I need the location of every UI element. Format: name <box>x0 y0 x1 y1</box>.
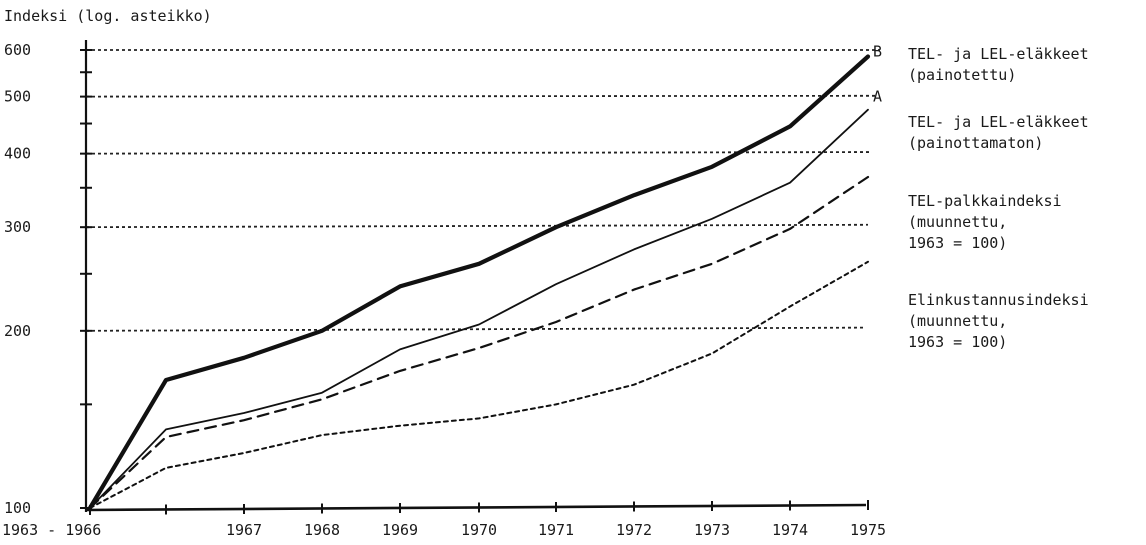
x-tick-label-8: 1974 <box>772 521 808 539</box>
gridline-500 <box>85 94 877 98</box>
series-line-2 <box>89 108 869 509</box>
series-lines <box>87 54 871 511</box>
axis-text: 100 200 300 400 500 600 1963 - 1966 1967 1968 196… <box>2 7 886 539</box>
legend-entry-4-line-3: 1963 = 100) <box>908 333 1008 351</box>
y-tick-label-100: 100 <box>4 499 31 517</box>
x-tick-label-7: 1973 <box>694 521 730 539</box>
series-end-label-B: B <box>873 42 882 60</box>
x-tick-label-9: 1975 <box>850 521 886 539</box>
gridline-200 <box>85 326 867 332</box>
series-line-4 <box>89 260 869 509</box>
x-tick-label-3: 1969 <box>382 521 418 539</box>
x-axis-line <box>85 503 867 512</box>
x-tick-label-4: 1970 <box>461 521 497 539</box>
x-tick-label-2: 1968 <box>304 521 340 539</box>
y-axis-title: Indeksi (log. asteikko) <box>4 7 212 25</box>
gridline-300 <box>85 223 869 229</box>
x-tick-label-0: 1963 - 1966 <box>2 521 101 539</box>
y-tick-label-500: 500 <box>4 88 31 106</box>
legend-entry-3-line-2: (muunnettu, <box>908 213 1008 231</box>
legend-entry-1-line-2: (painotettu) <box>908 66 1017 84</box>
gridline-400 <box>85 151 873 155</box>
legend-entry-3-line-1: TEL-palkkaindeksi <box>908 192 1062 210</box>
legend-entry-4-line-1: Elinkustannusindeksi <box>908 291 1089 309</box>
legend-entry-4: Elinkustannusindeksi (muunnettu, 1963 = … <box>908 290 1089 353</box>
series-line-1 <box>87 54 871 511</box>
x-tick-label-5: 1971 <box>538 521 574 539</box>
x-tick-label-6: 1972 <box>616 521 652 539</box>
legend-entry-1-line-1: TEL- ja LEL-eläkkeet <box>908 45 1089 63</box>
y-tick-label-400: 400 <box>4 145 31 163</box>
legend-entry-1: TEL- ja LEL-eläkkeet (painotettu) <box>908 44 1089 86</box>
series-line-3 <box>88 175 870 510</box>
legend-entry-2: TEL- ja LEL-eläkkeet (painottamaton) <box>908 112 1089 154</box>
y-tick-label-600: 600 <box>4 41 31 59</box>
axes <box>80 40 869 515</box>
legend-entry-4-line-2: (muunnettu, <box>908 312 1008 330</box>
legend-entry-3-line-3: 1963 = 100) <box>908 234 1008 252</box>
legend-entry-2-line-2: (painottamaton) <box>908 134 1044 152</box>
series-end-label-A: A <box>873 88 882 106</box>
gridlines <box>85 49 880 332</box>
y-tick-label-300: 300 <box>4 218 31 236</box>
x-tick-label-1: 1967 <box>226 521 262 539</box>
legend-entry-3: TEL-palkkaindeksi (muunnettu, 1963 = 100… <box>908 191 1062 254</box>
legend-entry-2-line-1: TEL- ja LEL-eläkkeet <box>908 113 1089 131</box>
y-tick-label-200: 200 <box>4 322 31 340</box>
